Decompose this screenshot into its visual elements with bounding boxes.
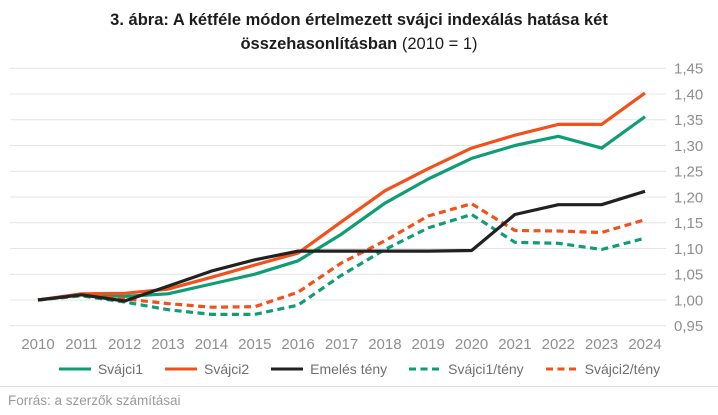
series-line-emeles-teny — [37, 189, 646, 303]
legend-label-svajci1-teny: Svájci1/tény — [448, 361, 524, 377]
x-axis-tick-label: 2020 — [455, 336, 488, 353]
y-axis-tick-label: 1,10 — [674, 241, 703, 258]
legend-swatch-svajci1-teny — [409, 367, 442, 371]
legend-swatch-svajci2-teny — [545, 367, 578, 371]
series-line-svajci2-teny — [37, 202, 646, 309]
chart-title: 3. ábra: A kétféle módon értelmezett svá… — [0, 9, 718, 57]
y-axis-tick-label: 1,00 — [674, 292, 703, 309]
y-axis-tick-label: 1,25 — [674, 164, 703, 181]
chart-title-main: 3. ábra: A kétféle módon értelmezett svá… — [110, 11, 608, 53]
series-line-svajci1-teny — [37, 212, 646, 316]
chart-legend: Svájci1 Svájci2 Emelés tény Svájci1/tény Svá… — [0, 361, 718, 377]
legend-item-svajci2-teny: Svájci2/tény — [545, 361, 660, 377]
x-axis-tick-label: 2017 — [325, 336, 358, 353]
legend-item-svajci2: Svájci2 — [164, 361, 249, 377]
x-axis-tick-label: 2019 — [412, 336, 445, 353]
legend-label-emeles-teny: Emelés tény — [310, 361, 388, 377]
legend-label-svajci2-teny: Svájci2/tény — [584, 361, 661, 377]
legend-swatch-svajci1 — [58, 367, 91, 371]
legend-swatch-emeles-teny — [271, 367, 304, 371]
x-axis-tick-label: 2018 — [368, 336, 401, 353]
series-line-svajci1 — [37, 115, 646, 302]
x-axis-tick-label: 2014 — [195, 336, 228, 353]
x-axis-tick-label: 2015 — [238, 336, 271, 353]
x-axis-tick-label: 2021 — [498, 336, 531, 353]
y-axis-tick-label: 1,40 — [674, 86, 703, 103]
chart-title-suffix: (2010 = 1) — [397, 34, 478, 53]
x-axis-tick-label: 2010 — [21, 336, 54, 353]
legend-item-svajci1: Svájci1 — [58, 361, 143, 377]
x-axis-tick-label: 2022 — [542, 336, 575, 353]
y-axis-tick-label: 1,45 — [674, 61, 703, 78]
x-axis-tick-label: 2024 — [628, 336, 661, 353]
legend-label-svajci1: Svájci1 — [97, 361, 143, 377]
legend-item-emeles-teny: Emelés tény — [270, 361, 387, 377]
y-axis-tick-label: 1,35 — [674, 112, 703, 129]
source-note: Forrás: a szerzők számításai — [0, 386, 718, 408]
x-axis-tick-label: 2023 — [585, 336, 618, 353]
x-axis-tick-label: 2016 — [281, 336, 314, 353]
x-axis-tick-label: 2011 — [65, 336, 97, 353]
x-axis-tick-label: 2012 — [108, 336, 141, 353]
legend-swatch-svajci2 — [164, 367, 197, 371]
legend-label-svajci2: Svájci2 — [203, 361, 250, 377]
y-axis-tick-label: 1,20 — [674, 189, 703, 206]
legend-item-svajci1-teny: Svájci1/tény — [408, 361, 524, 377]
y-axis-tick-label: 1,30 — [674, 138, 703, 155]
y-axis-tick-label: 0,95 — [674, 318, 703, 335]
y-axis-tick-label: 1,15 — [674, 215, 703, 232]
series-line-svajci2 — [37, 91, 646, 302]
x-axis-tick-label: 2013 — [151, 336, 184, 353]
y-axis-tick-label: 1,05 — [674, 267, 703, 284]
line-chart-plot-area: 0,95 1,00 1,05 1,10 1,15 1,20 1,25 1,30 1,35 1,40… — [10, 61, 703, 353]
